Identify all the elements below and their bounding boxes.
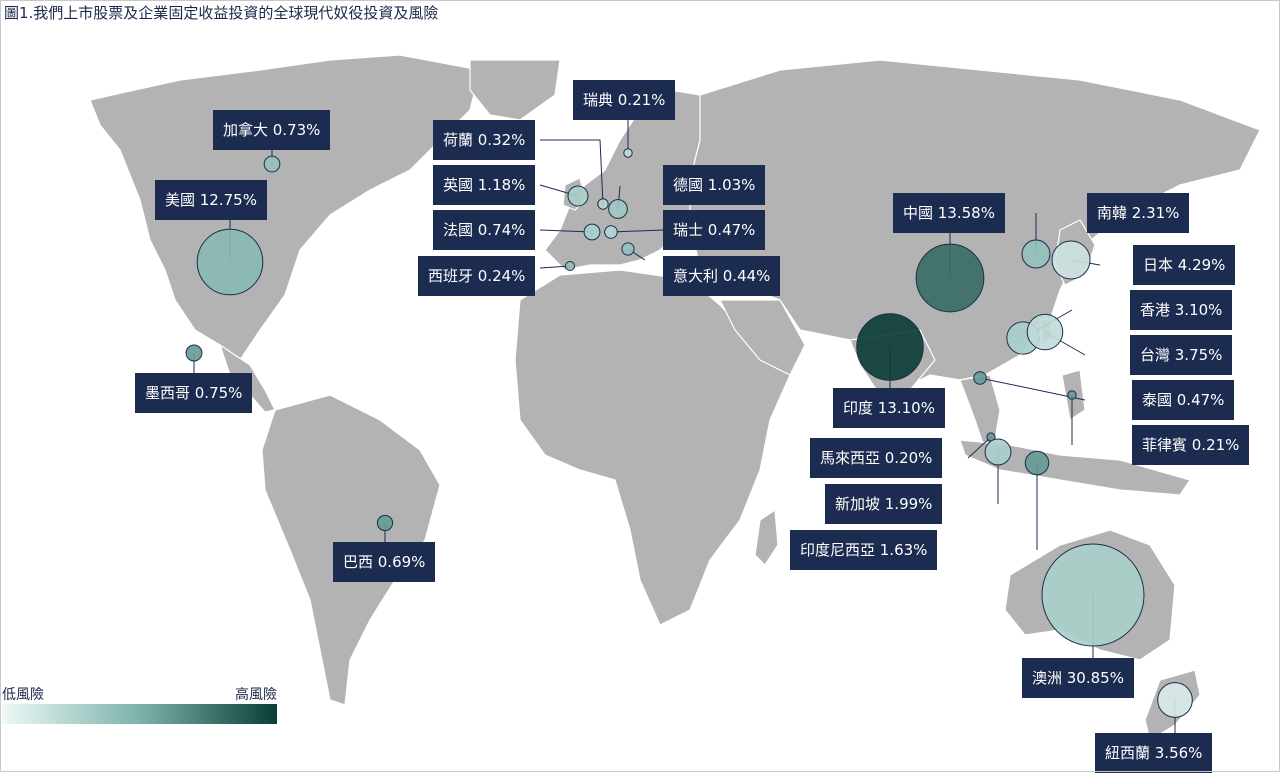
- landmass-north-america: [89, 54, 481, 361]
- bubble-philippines: [1067, 390, 1077, 400]
- label-australia: 澳洲 30.85%: [1022, 658, 1134, 698]
- bubble-brazil: [376, 514, 394, 532]
- label-taiwan: 台灣 3.75%: [1130, 335, 1233, 375]
- legend-low-label: 低風險: [2, 687, 44, 703]
- landmass-indonesia: [959, 439, 1191, 496]
- label-italy: 意大利 0.44%: [663, 256, 781, 296]
- label-new_zealand: 紐西蘭 3.56%: [1095, 733, 1213, 773]
- connector-france: [539, 229, 593, 233]
- label-mexico: 墨西哥 0.75%: [135, 373, 253, 413]
- label-canada: 加拿大 0.73%: [213, 110, 331, 150]
- bubble-australia: [1041, 543, 1145, 647]
- bubble-singapore: [984, 438, 1012, 466]
- label-usa: 美國 12.75%: [155, 180, 267, 220]
- label-netherlands: 荷蘭 0.32%: [433, 120, 536, 160]
- label-singapore: 新加坡 1.99%: [825, 484, 943, 524]
- bubble-sweden: [623, 148, 633, 158]
- label-spain: 西班牙 0.24%: [418, 256, 536, 296]
- bubble-france: [583, 223, 601, 241]
- bubble-thailand: [973, 371, 987, 385]
- connector-netherlands: [540, 139, 604, 205]
- bubble-uk: [567, 185, 589, 207]
- label-malaysia: 馬來西亞 0.20%: [810, 438, 943, 478]
- bubble-netherlands: [597, 198, 609, 210]
- label-indonesia: 印度尼西亞 1.63%: [790, 530, 938, 570]
- map-title: 圖1.我們上市股票及企業固定收益投資的全球現代奴役投資及風險: [4, 4, 439, 22]
- label-brazil: 巴西 0.69%: [333, 542, 436, 582]
- connector-malaysia: [967, 436, 992, 459]
- bubble-germany: [608, 199, 628, 219]
- landmass-madagascar: [754, 509, 779, 566]
- label-hong_kong: 香港 3.10%: [1130, 290, 1233, 330]
- label-thailand: 泰國 0.47%: [1132, 380, 1235, 420]
- bubble-mexico: [185, 344, 203, 362]
- bubble-india: [856, 313, 924, 381]
- bubble-canada: [263, 155, 281, 173]
- connector-switzerland: [610, 229, 664, 233]
- label-india: 印度 13.10%: [833, 388, 945, 428]
- label-germany: 德國 1.03%: [663, 165, 766, 205]
- bubble-japan: [1051, 240, 1091, 280]
- bubble-italy: [621, 242, 635, 256]
- bubble-usa: [196, 228, 264, 296]
- label-france: 法國 0.74%: [433, 210, 536, 250]
- risk-gradient-bar: [2, 704, 277, 724]
- bubble-spain: [565, 261, 575, 271]
- label-uk: 英國 1.18%: [433, 165, 536, 205]
- bubble-taiwan: [1026, 313, 1064, 351]
- bubble-china: [915, 243, 985, 313]
- label-philippines: 菲律賓 0.21%: [1132, 425, 1250, 465]
- label-japan: 日本 4.29%: [1133, 245, 1236, 285]
- landmass-arabia: [719, 299, 806, 376]
- bubble-switzerland: [604, 225, 618, 239]
- legend-high-label: 高風險: [235, 687, 277, 703]
- landmass-greenland: [469, 59, 561, 121]
- label-switzerland: 瑞士 0.47%: [663, 210, 766, 250]
- investment-bubbles: [185, 148, 1193, 718]
- label-sweden: 瑞典 0.21%: [573, 80, 676, 120]
- connector-spain: [539, 265, 571, 269]
- bubble-new_zealand: [1157, 682, 1193, 718]
- bubble-indonesia: [1024, 450, 1050, 476]
- bubble-south_korea: [1021, 239, 1051, 269]
- label-china: 中國 13.58%: [893, 193, 1005, 233]
- label-south_korea: 南韓 2.31%: [1087, 193, 1190, 233]
